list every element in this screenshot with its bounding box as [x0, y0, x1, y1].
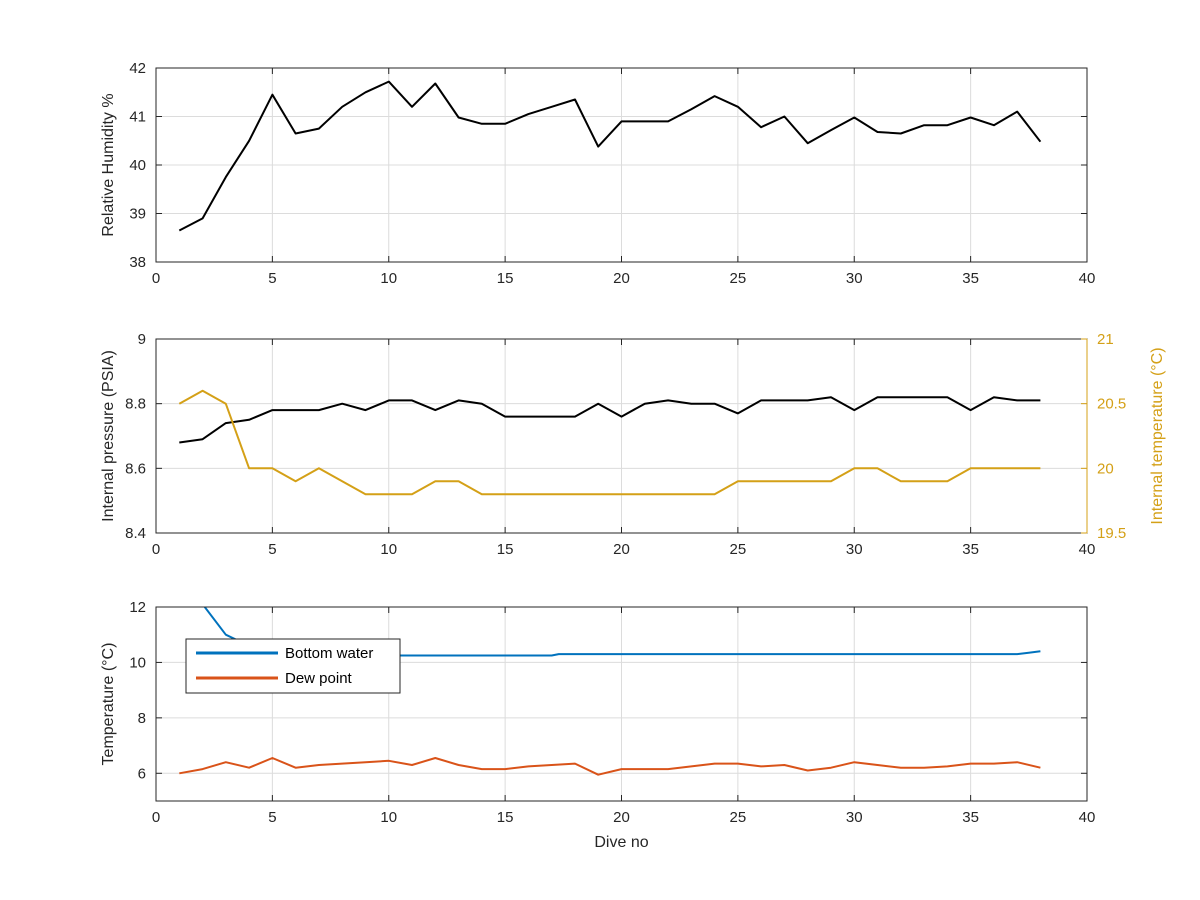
panel-2: 0 5 10 15 20 25 30 35 40 8.4 8.6 8.8 9 Internal press… — [100, 331, 1166, 558]
x-tick-label: 0 — [152, 270, 160, 287]
y-axis-label: Temperature (°C) — [100, 643, 117, 766]
x-tick-label: 15 — [497, 541, 514, 558]
y-tick-label: 6 — [138, 765, 146, 782]
x-tick-label: 25 — [730, 541, 747, 558]
y-axis-label: Relative Humidity % — [100, 93, 117, 236]
x-tick-label: 0 — [152, 809, 160, 826]
series-line-panel1-1 — [178, 80, 1042, 232]
x-tick-label: 30 — [846, 270, 863, 287]
y2-tick-label: 20 — [1097, 460, 1114, 477]
legend: Bottom water Dew point — [185, 638, 401, 694]
x-tick-label: 40 — [1079, 270, 1096, 287]
y-tick-label: 8.4 — [125, 525, 146, 542]
y2-tick-label: 19.5 — [1097, 525, 1126, 542]
x-tick-label: 0 — [152, 541, 160, 558]
x-tick-label: 40 — [1079, 809, 1096, 826]
x-tick-label: 20 — [613, 541, 630, 558]
x-tick-label: 25 — [730, 809, 747, 826]
x-tick-label: 20 — [613, 809, 630, 826]
x-tick-label: 10 — [380, 270, 397, 287]
x-tick-label: 15 — [497, 270, 514, 287]
y2-axis-label: Internal temperature (°C) — [1149, 347, 1166, 524]
series-line-panel2-2 — [178, 389, 1041, 496]
series-line-dew-point — [179, 757, 1041, 776]
y-tick-label: 39 — [129, 206, 146, 223]
x-tick-label: 30 — [846, 809, 863, 826]
x-tick-label: 5 — [268, 541, 276, 558]
x-tick-label: 10 — [380, 541, 397, 558]
y-tick-label: 42 — [129, 60, 146, 77]
y-tick-label: 41 — [129, 109, 146, 126]
panels: 0 5 10 15 20 25 30 35 40 38 39 40 41 42 Relative Humid… — [100, 60, 1166, 851]
panel-3: 0 5 10 15 20 25 30 35 40 6 8 10 12 Temperature (°C) Di… — [100, 599, 1096, 851]
panel-1: 0 5 10 15 20 25 30 35 40 38 39 40 41 42 Relative Humid… — [100, 60, 1095, 287]
x-tick-label: 25 — [730, 270, 747, 287]
legend-label-dew-point: Dew point — [285, 670, 353, 687]
x-tick-label: 35 — [962, 809, 979, 826]
y-tick-label: 10 — [129, 654, 146, 671]
x-tick-label: 30 — [846, 541, 863, 558]
x-tick-label: 5 — [268, 809, 276, 826]
series-line-panel2-1 — [179, 396, 1041, 444]
y-tick-label: 8.6 — [125, 460, 146, 477]
x-tick-label: 10 — [380, 809, 397, 826]
x-tick-label: 20 — [613, 270, 630, 287]
legend-box — [185, 638, 401, 694]
y-tick-label: 9 — [138, 331, 146, 348]
x-axis-label: Dive no — [594, 834, 648, 851]
x-tick-label: 35 — [962, 541, 979, 558]
y-tick-label: 40 — [129, 157, 146, 174]
x-tick-label: 40 — [1079, 541, 1096, 558]
y-tick-label: 8.8 — [125, 396, 146, 413]
x-tick-label: 35 — [962, 270, 979, 287]
y2-tick-label: 21 — [1097, 331, 1114, 348]
y-tick-label: 8 — [138, 710, 146, 727]
x-tick-label: 15 — [497, 809, 514, 826]
legend-label-bottom-water: Bottom water — [285, 645, 373, 662]
y-axis-label: Internal pressure (PSIA) — [100, 350, 117, 522]
x-tick-label: 5 — [268, 270, 276, 287]
y-tick-label: 12 — [129, 599, 146, 616]
y2-tick-label: 20.5 — [1097, 396, 1126, 413]
y-tick-label: 38 — [129, 254, 146, 271]
